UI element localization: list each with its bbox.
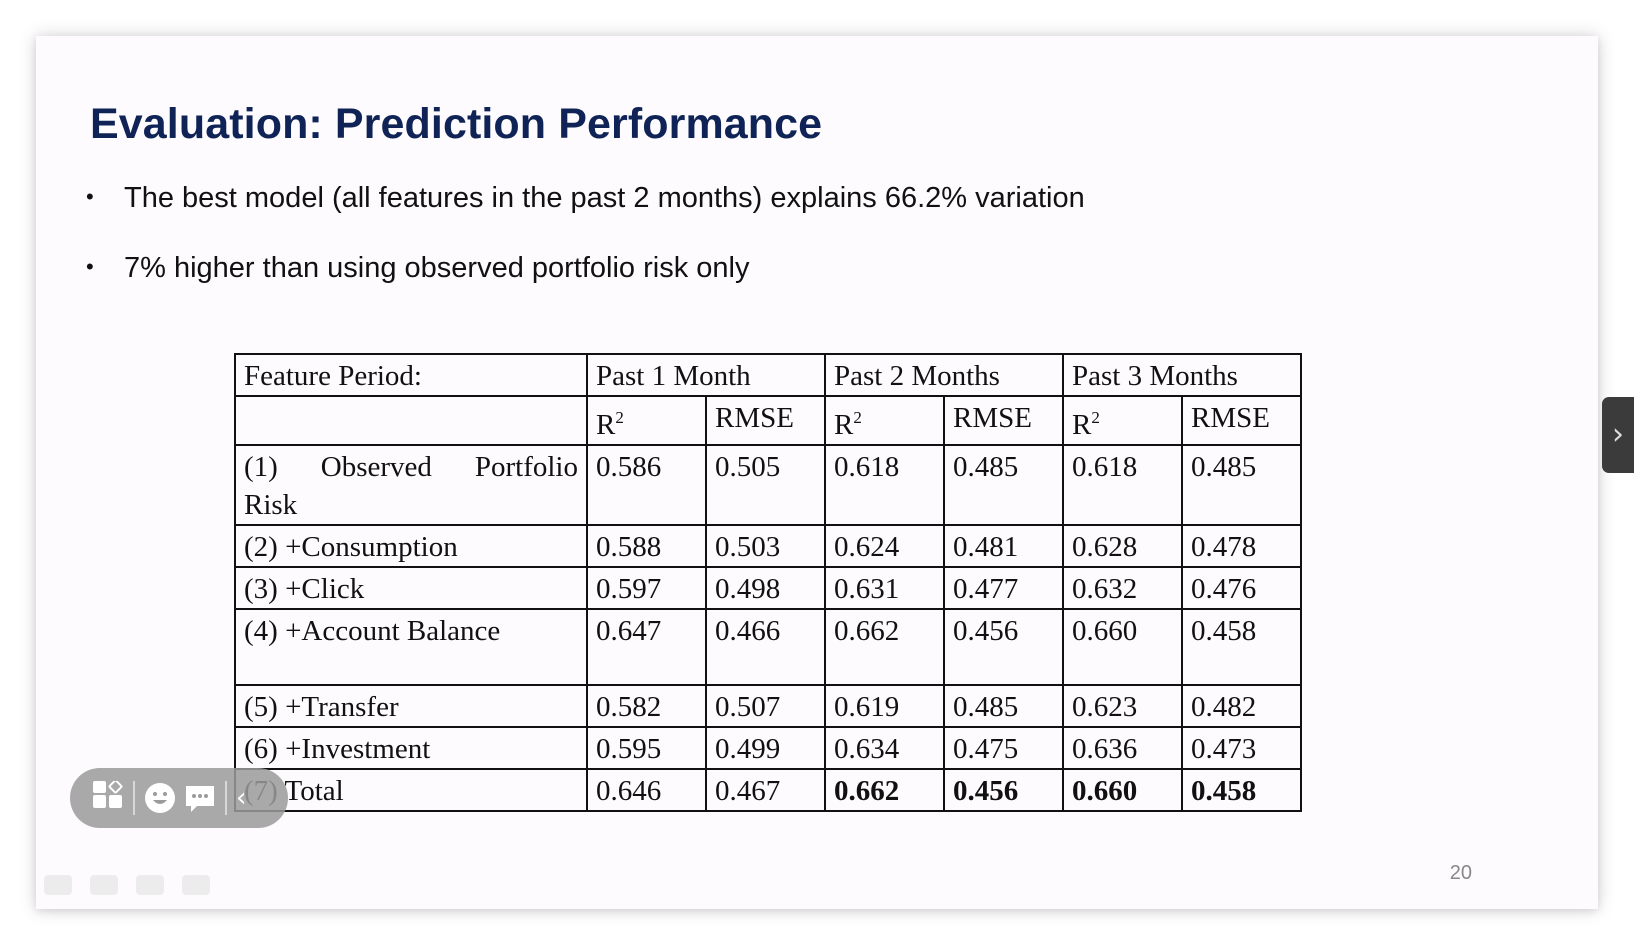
table-cell-highlight: 0.662 xyxy=(824,768,945,812)
period-header: Past 1 Month xyxy=(586,353,826,397)
table-cell: 0.467 xyxy=(705,768,826,812)
bullet-item: • The best model (all features in the pas… xyxy=(86,182,1085,215)
table-cell: 0.498 xyxy=(705,566,826,610)
slide-toolbar-faded xyxy=(44,867,210,903)
slide: Evaluation: Prediction Performance • The … xyxy=(36,36,1598,909)
apps-icon xyxy=(93,781,123,808)
table-cell: 0.586 xyxy=(586,444,707,526)
bullet-marker: • xyxy=(86,184,94,209)
metric-header-r2: R2 xyxy=(586,395,707,446)
table-cell: 0.628 xyxy=(1062,524,1183,568)
period-header: Past 2 Months xyxy=(824,353,1064,397)
table-cell: 0.588 xyxy=(586,524,707,568)
table-cell: 0.485 xyxy=(943,684,1064,728)
chat-button[interactable] xyxy=(180,778,220,818)
table-cell: 0.499 xyxy=(705,726,826,770)
table-cell: 0.636 xyxy=(1062,726,1183,770)
back-icon[interactable] xyxy=(44,875,72,895)
bullet-marker: • xyxy=(86,254,94,279)
slide-title: Evaluation: Prediction Performance xyxy=(90,100,823,148)
table-cell: 0.662 xyxy=(824,608,945,686)
table-cell: 0.456 xyxy=(943,608,1064,686)
results-table: Feature Period: Past 1 Month Past 2 Mont… xyxy=(234,353,1302,812)
bullet-item: • 7% higher than using observed portfolio… xyxy=(86,252,749,285)
pen-icon[interactable] xyxy=(90,875,118,895)
table-row: (5) +Transfer 0.582 0.507 0.619 0.485 0.… xyxy=(234,684,1302,728)
emoji-icon xyxy=(145,783,175,813)
table-cell: 0.618 xyxy=(1062,444,1183,526)
table-cell: 0.466 xyxy=(705,608,826,686)
table-row: (2) +Consumption 0.588 0.503 0.624 0.481… xyxy=(234,524,1302,568)
table-cell-highlight: 0.458 xyxy=(1181,768,1302,812)
table-cell: 0.507 xyxy=(705,684,826,728)
table-cell: 0.632 xyxy=(1062,566,1183,610)
table-cell: 0.624 xyxy=(824,524,945,568)
next-slide-button[interactable]: › xyxy=(1602,397,1634,473)
table-cell: 0.476 xyxy=(1181,566,1302,610)
toolbar-divider xyxy=(133,781,135,815)
table-cell: 0.582 xyxy=(586,684,707,728)
table-cell: 0.503 xyxy=(705,524,826,568)
metric-header-rmse: RMSE xyxy=(1181,395,1302,446)
row-label: (6) +Investment xyxy=(234,726,588,770)
metric-header-r2: R2 xyxy=(824,395,945,446)
metric-header-rmse: RMSE xyxy=(705,395,826,446)
chevron-right-icon: › xyxy=(1612,417,1624,452)
table-cell: 0.623 xyxy=(1062,684,1183,728)
chevron-left-icon[interactable]: ‹ xyxy=(236,783,247,813)
reaction-button[interactable] xyxy=(140,778,180,818)
table-cell: 0.505 xyxy=(705,444,826,526)
table-cell: 0.660 xyxy=(1062,608,1183,686)
page-number: 20 xyxy=(1449,862,1472,884)
table-cell: 0.482 xyxy=(1181,684,1302,728)
table-row: (4) +Account Balance 0.647 0.466 0.662 0… xyxy=(234,608,1302,686)
empty-cell xyxy=(234,395,588,446)
forward-icon[interactable] xyxy=(182,875,210,895)
table-cell: 0.458 xyxy=(1181,608,1302,686)
table-row: (1) Observed Portfolio Risk 0.586 0.505 0.… xyxy=(234,444,1302,526)
chat-icon xyxy=(186,786,214,812)
slides-icon[interactable] xyxy=(136,875,164,895)
table-cell: 0.646 xyxy=(586,768,707,812)
bullet-text: The best model (all features in the past… xyxy=(124,182,1085,214)
table-cell: 0.477 xyxy=(943,566,1064,610)
table-cell: 0.647 xyxy=(586,608,707,686)
table-cell-highlight: 0.456 xyxy=(943,768,1064,812)
table-cell: 0.481 xyxy=(943,524,1064,568)
row-label: (4) +Account Balance xyxy=(234,608,588,686)
toolbar-divider xyxy=(225,781,227,815)
table-cell: 0.475 xyxy=(943,726,1064,770)
apps-button[interactable] xyxy=(88,778,128,818)
row-label: (1) Observed Portfolio Risk xyxy=(234,444,588,526)
table-row-total: (7) Total 0.646 0.467 0.662 0.456 0.660 … xyxy=(234,768,1302,812)
bullet-text: 7% higher than using observed portfolio … xyxy=(124,252,750,284)
table-cell: 0.619 xyxy=(824,684,945,728)
period-header: Past 3 Months xyxy=(1062,353,1302,397)
table-cell: 0.634 xyxy=(824,726,945,770)
row-label: (3) +Click xyxy=(234,566,588,610)
table-header-row: Feature Period: Past 1 Month Past 2 Mont… xyxy=(234,353,1302,397)
table-cell: 0.631 xyxy=(824,566,945,610)
table-cell: 0.618 xyxy=(824,444,945,526)
table-cell-highlight: 0.660 xyxy=(1062,768,1183,812)
table-cell: 0.478 xyxy=(1181,524,1302,568)
table-cell: 0.485 xyxy=(943,444,1064,526)
metric-header-rmse: RMSE xyxy=(943,395,1064,446)
feature-period-header: Feature Period: xyxy=(234,353,588,397)
table-cell: 0.485 xyxy=(1181,444,1302,526)
table-cell: 0.473 xyxy=(1181,726,1302,770)
table-metric-row: R2 RMSE R2 RMSE R2 RMSE xyxy=(234,395,1302,446)
row-label: (7) Total xyxy=(234,768,588,812)
row-label: (5) +Transfer xyxy=(234,684,588,728)
floating-toolbar: ‹ xyxy=(70,768,288,828)
table-row: (3) +Click 0.597 0.498 0.631 0.477 0.632… xyxy=(234,566,1302,610)
row-label: (2) +Consumption xyxy=(234,524,588,568)
table-row: (6) +Investment 0.595 0.499 0.634 0.475 … xyxy=(234,726,1302,770)
table-cell: 0.595 xyxy=(586,726,707,770)
table-cell: 0.597 xyxy=(586,566,707,610)
metric-header-r2: R2 xyxy=(1062,395,1183,446)
